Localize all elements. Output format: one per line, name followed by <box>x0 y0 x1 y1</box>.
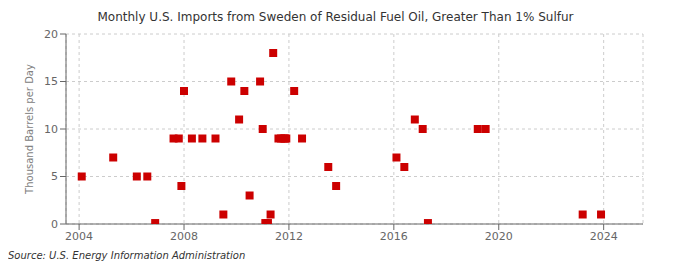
svg-text:2020: 2020 <box>485 230 513 243</box>
svg-text:2016: 2016 <box>380 230 408 243</box>
html-text:Source: U.S. Energy Informatio: Source: U.S. Energy Information Administ… <box>8 250 246 261</box>
html-text:Monthly U.S. Imports from Swed: Monthly U.S. Imports from Sweden of Resi… <box>97 10 574 24</box>
svg-text:Thousand Barrels per Day: Thousand Barrels per Day <box>24 64 35 195</box>
svg-text:20: 20 <box>44 28 58 41</box>
svg-text:15: 15 <box>44 75 58 88</box>
svg-text:2024: 2024 <box>590 230 618 243</box>
svg-text:2008: 2008 <box>170 230 198 243</box>
svg-text:2012: 2012 <box>275 230 303 243</box>
svg-text:0: 0 <box>51 218 58 231</box>
svg-text:5: 5 <box>51 170 58 183</box>
svg-text:2004: 2004 <box>65 230 93 243</box>
svg-text:10: 10 <box>44 123 58 136</box>
